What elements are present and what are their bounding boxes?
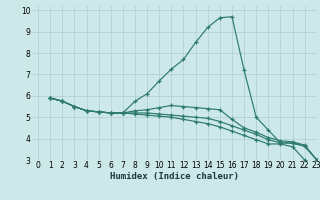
X-axis label: Humidex (Indice chaleur): Humidex (Indice chaleur): [110, 172, 239, 181]
